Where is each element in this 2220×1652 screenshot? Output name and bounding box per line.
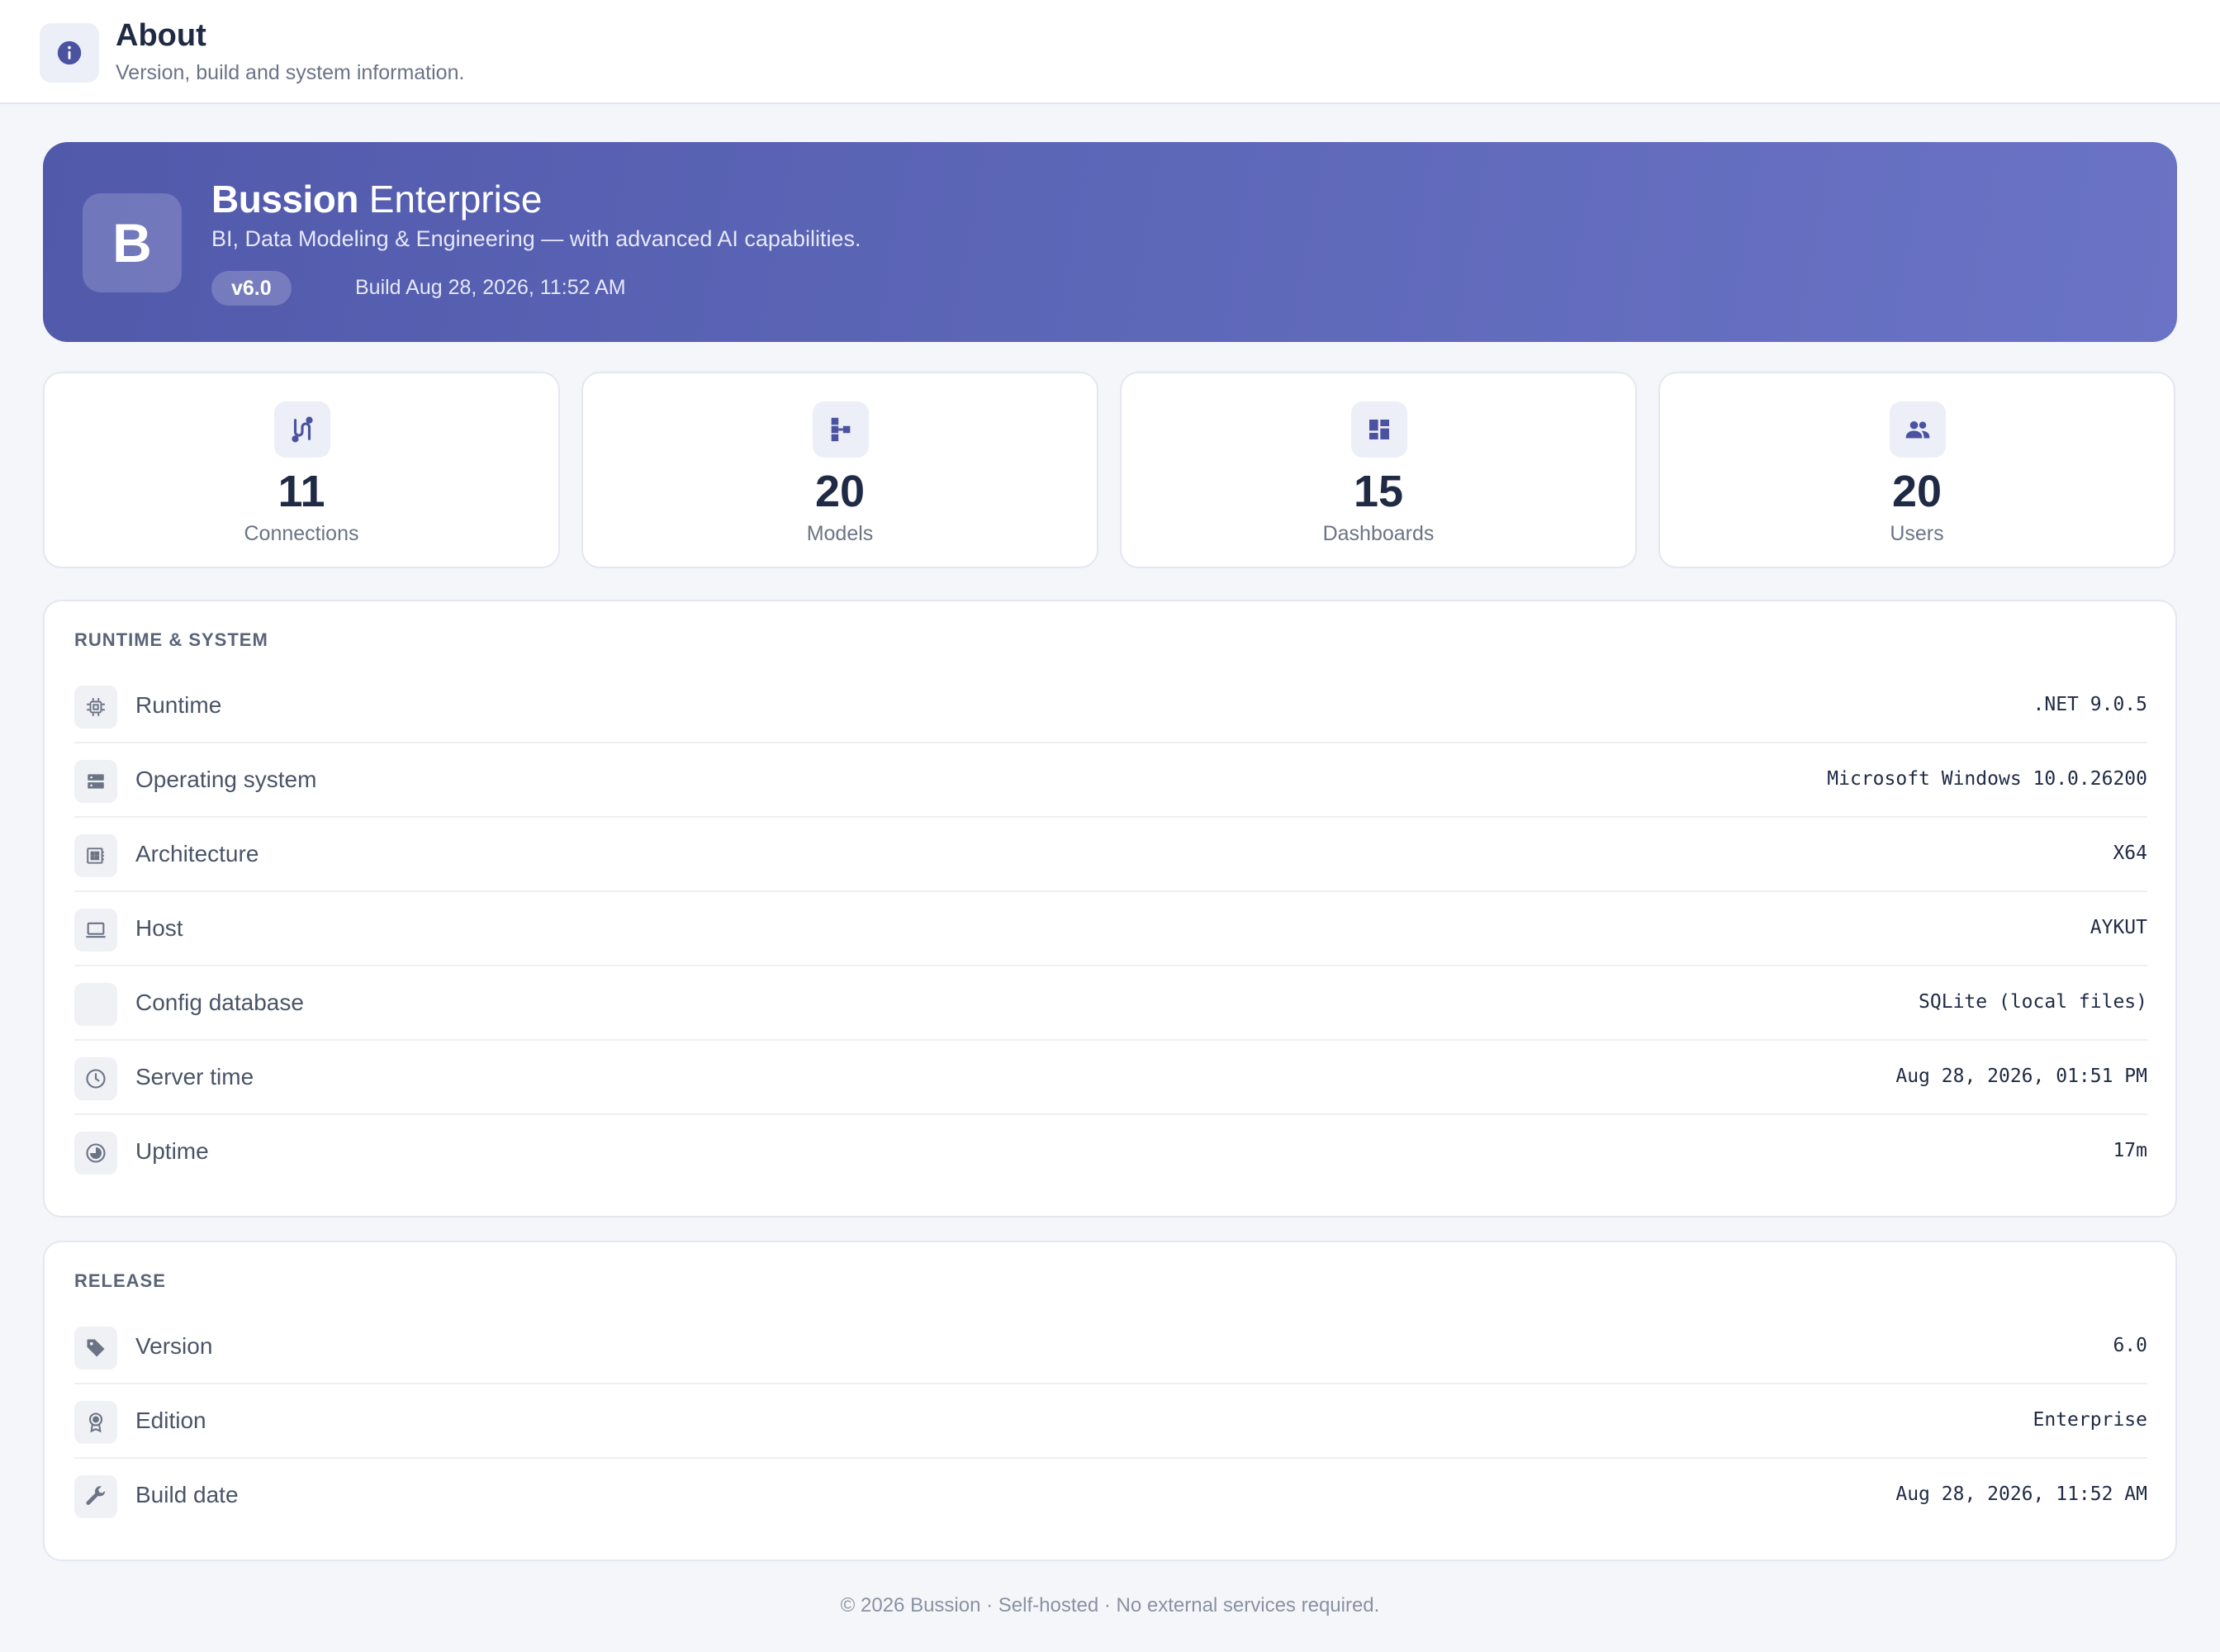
connections-icon (274, 401, 330, 458)
product-banner: B Bussion Enterprise BI, Data Modeling &… (43, 142, 2177, 342)
row-value: .NET 9.0.5 (2033, 694, 2147, 715)
models-icon (813, 401, 869, 458)
row-label: Config database (135, 990, 304, 1015)
stat-value: 20 (814, 467, 866, 516)
row-value: Aug 28, 2026, 11:52 AM (1895, 1483, 2147, 1505)
stat-value: 15 (1353, 467, 1404, 516)
stat-label: Models (806, 522, 874, 545)
info-row-version: Version 6.0 (74, 1310, 2147, 1384)
info-row-architecture: Architecture X64 (74, 818, 2147, 892)
page-title: About (116, 18, 206, 53)
row-value: Microsoft Windows 10.0.26200 (1827, 768, 2147, 790)
stat-label: Connections (244, 522, 359, 545)
info-row-runtime: Runtime .NET 9.0.5 (74, 669, 2147, 743)
row-value: Enterprise (2033, 1409, 2147, 1431)
info-row-build-date: Build date Aug 28, 2026, 11:52 AM (74, 1459, 2147, 1533)
row-label: Operating system (135, 767, 317, 792)
page-header: About Version, build and system informat… (0, 0, 2220, 104)
info-icon (40, 23, 99, 83)
row-value: SQLite (local files) (1919, 991, 2147, 1013)
product-logo: B (83, 193, 182, 292)
footer-text: © 2026 Bussion · Self-hosted · No extern… (840, 1594, 1380, 1616)
cpu-icon (74, 686, 117, 729)
row-value: 6.0 (2113, 1335, 2147, 1356)
product-tagline: BI, Data Modeling & Engineering — with a… (211, 226, 861, 251)
server-icon (74, 760, 117, 803)
section-title: RUNTIME & SYSTEM (74, 629, 268, 650)
row-value: AYKUT (2090, 917, 2147, 938)
row-value: Aug 28, 2026, 01:51 PM (1895, 1066, 2147, 1087)
row-label: Build date (135, 1482, 239, 1507)
row-label: Host (135, 915, 183, 941)
row-label: Uptime (135, 1138, 209, 1164)
info-row-server-time: Server time Aug 28, 2026, 01:51 PM (74, 1041, 2147, 1115)
info-row-edition: Edition Enterprise (74, 1384, 2147, 1459)
row-label: Version (135, 1333, 213, 1359)
product-name: Bussion Enterprise (211, 177, 542, 221)
version-badge: v6.0 (211, 271, 292, 306)
database-icon (74, 983, 117, 1026)
info-row-config-database: Config database SQLite (local files) (74, 966, 2147, 1041)
stat-value: 11 (278, 467, 325, 516)
stat-card-users: 20 Users (1658, 372, 2175, 568)
release-panel: RELEASE Version 6.0 Edition Enterprise (43, 1241, 2177, 1561)
row-label: Edition (135, 1408, 206, 1433)
row-label: Runtime (135, 692, 222, 718)
stat-card-models: 20 Models (581, 372, 1098, 568)
info-row-uptime: Uptime 17m (74, 1115, 2147, 1189)
info-row-operating-system: Operating system Microsoft Windows 10.0.… (74, 743, 2147, 818)
runtime-rows: Runtime .NET 9.0.5 Operating system Micr… (43, 600, 2177, 1218)
wrench-icon (74, 1475, 117, 1518)
stat-label: Dashboards (1322, 522, 1435, 545)
row-label: Architecture (135, 841, 259, 866)
row-value: 17m (2113, 1140, 2147, 1161)
tag-icon (74, 1327, 117, 1370)
row-label: Server time (135, 1064, 254, 1089)
award-icon (74, 1401, 117, 1444)
chip-icon (74, 834, 117, 877)
clock-icon (74, 1057, 117, 1100)
stat-value: 20 (1891, 467, 1942, 516)
build-info: Build Aug 28, 2026, 11:52 AM (355, 276, 626, 299)
laptop-icon (74, 909, 117, 952)
row-value: X64 (2113, 843, 2147, 864)
page-subtitle: Version, build and system information. (116, 61, 465, 84)
dashboards-icon (1351, 401, 1407, 458)
info-row-host: Host AYKUT (74, 892, 2147, 966)
product-name-brand: Bussion (211, 178, 358, 221)
users-icon (1890, 401, 1946, 458)
stat-label: Users (1890, 522, 1944, 545)
uptime-icon (74, 1132, 117, 1175)
product-name-edition: Enterprise (368, 178, 543, 221)
stat-card-dashboards: 15 Dashboards (1120, 372, 1637, 568)
stat-card-connections: 11 Connections (43, 372, 560, 568)
section-title: RELEASE (74, 1270, 166, 1291)
